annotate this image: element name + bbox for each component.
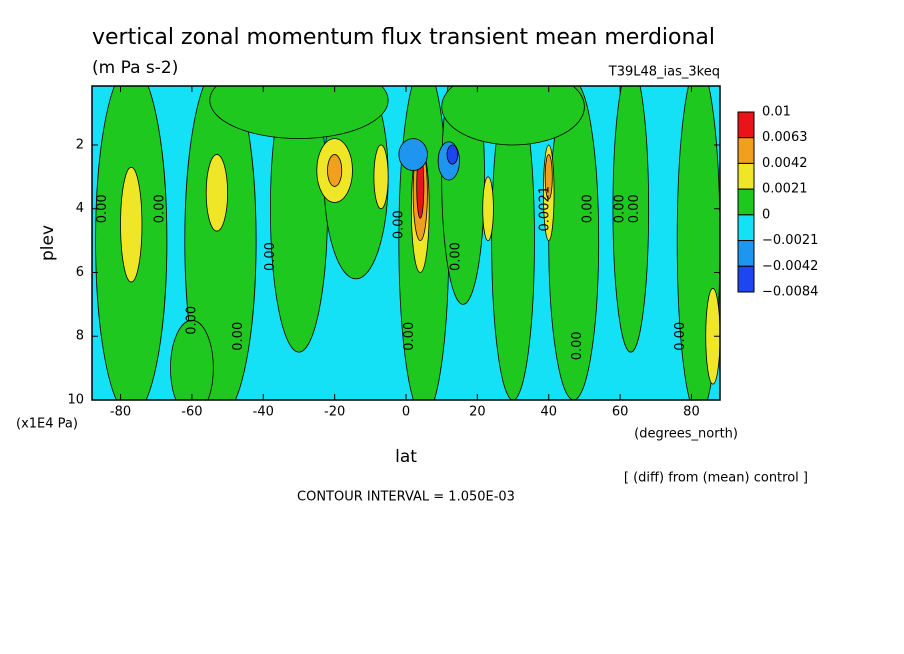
colorbar-label: 0.0063 <box>762 130 808 145</box>
colorbar-box <box>737 240 755 267</box>
colorbar-box <box>737 188 755 216</box>
contour-region <box>205 154 228 232</box>
contour-region <box>170 319 214 400</box>
x-tick-label: 0 <box>402 405 410 420</box>
y-tick-label: 8 <box>76 329 84 344</box>
colorbar-label: 0.0021 <box>762 182 808 197</box>
colorbar-label: −0.0042 <box>762 259 818 274</box>
contour-label: 0.00 <box>152 194 167 223</box>
contour-label: 0.00 <box>391 210 406 239</box>
contour-region <box>441 86 585 146</box>
contour-region <box>446 144 459 165</box>
contour-region <box>441 86 485 305</box>
contour-region <box>120 166 143 283</box>
y-unit: (x1E4 Pa) <box>16 417 78 432</box>
contour-label: 0.00 <box>402 322 417 351</box>
subtitle: (m Pa s-2) <box>92 58 178 78</box>
chart-title: vertical zonal momentum flux transient m… <box>92 25 715 50</box>
contour-region <box>398 138 428 171</box>
x-tick-label: -60 <box>181 405 202 420</box>
y-tick-label: 10 <box>67 393 84 408</box>
contour-region <box>184 86 257 400</box>
contour-region <box>705 288 720 385</box>
x-tick-label: -80 <box>110 405 131 420</box>
colorbar-box <box>737 137 755 164</box>
x-tick-label: -20 <box>324 405 345 420</box>
contour-label: 0.00 <box>263 242 278 271</box>
contour-label: 0.00 <box>184 306 199 335</box>
x-tick-label: 60 <box>612 405 629 420</box>
contour-region <box>209 86 389 139</box>
y-tick-label: 2 <box>76 137 84 152</box>
x-tick-label: 20 <box>469 405 486 420</box>
colorbar-label: 0.01 <box>762 105 791 120</box>
y-axis-label: plev <box>38 225 58 261</box>
contour-label: 0.00 <box>231 322 246 351</box>
colorbar-label: −0.0084 <box>762 285 818 300</box>
contour-region <box>491 86 535 400</box>
x-tick-label: 40 <box>540 405 557 420</box>
contour-region <box>373 144 389 210</box>
contour-label: 0.00 <box>448 242 463 271</box>
y-tick-label: 4 <box>76 201 84 216</box>
x-tick-label: -40 <box>253 405 274 420</box>
colorbar-box <box>737 162 755 190</box>
colorbar-box <box>737 265 755 293</box>
contour-label: 0.00 <box>580 194 595 223</box>
x-tick-label: 80 <box>683 405 700 420</box>
contour-label: 0.0021 <box>538 186 553 232</box>
x-unit: (degrees_north) <box>634 427 738 442</box>
colorbar-box <box>737 214 755 242</box>
colorbar-label: 0.0042 <box>762 156 808 171</box>
contour-region <box>482 176 494 242</box>
note: [ (diff) from (mean) control ] <box>624 471 808 486</box>
contour-region <box>544 154 553 200</box>
contour-interval: CONTOUR INTERVAL = 1.050E-03 <box>297 490 515 505</box>
contour-label: 0.00 <box>570 331 585 360</box>
y-tick-label: 6 <box>76 265 84 280</box>
contour-label: 0.00 <box>673 322 688 351</box>
colorbar-box <box>737 111 755 139</box>
run-label: T39L48_ias_3keq <box>608 65 720 80</box>
colorbar-label: −0.0021 <box>762 233 818 248</box>
contour-label: 0.00 <box>95 194 110 223</box>
x-axis-label: lat <box>395 447 417 467</box>
contour-region <box>327 154 343 187</box>
contour-label: 0.00 <box>627 194 642 223</box>
contour-region <box>612 86 650 353</box>
colorbar-label: 0 <box>762 207 770 222</box>
contour-field <box>92 86 720 400</box>
contour-label: 0.00 <box>613 194 628 223</box>
